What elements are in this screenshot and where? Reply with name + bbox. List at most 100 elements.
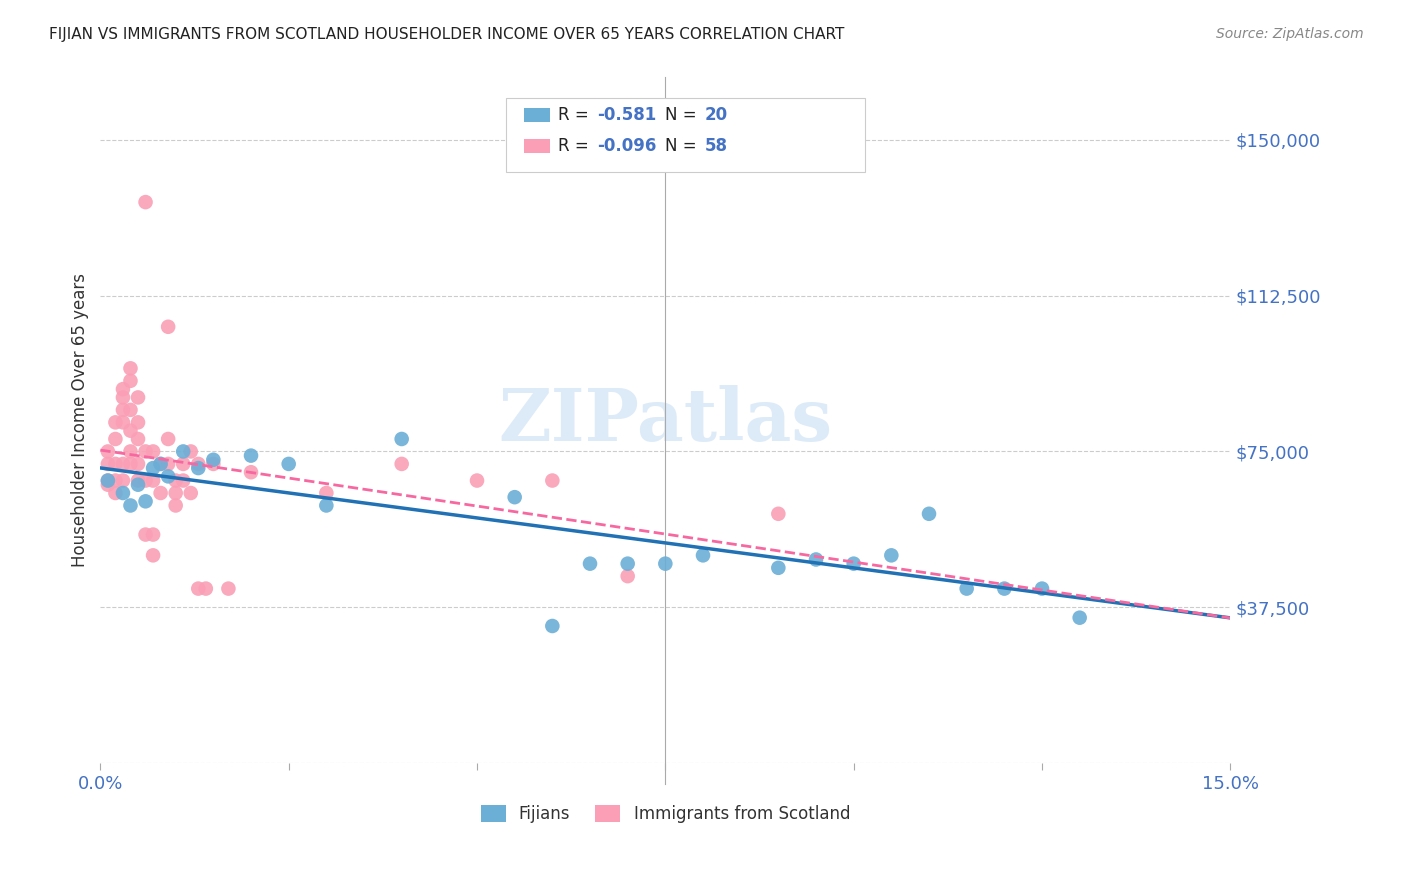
Point bbox=[142, 549, 165, 563]
Point bbox=[120, 403, 142, 417]
Point bbox=[541, 474, 564, 488]
Point bbox=[111, 457, 134, 471]
Point bbox=[579, 557, 602, 571]
Point bbox=[616, 569, 638, 583]
Point bbox=[187, 461, 209, 475]
Point bbox=[97, 457, 120, 471]
Point bbox=[315, 499, 337, 513]
Point bbox=[135, 195, 157, 210]
Point bbox=[142, 461, 165, 475]
Point bbox=[127, 457, 149, 471]
Text: 20: 20 bbox=[704, 106, 727, 124]
Point bbox=[157, 469, 180, 483]
Text: -0.581: -0.581 bbox=[598, 106, 657, 124]
Point bbox=[993, 582, 1015, 596]
Point bbox=[149, 457, 172, 471]
Point bbox=[391, 432, 413, 446]
Point bbox=[127, 416, 149, 430]
Text: FIJIAN VS IMMIGRANTS FROM SCOTLAND HOUSEHOLDER INCOME OVER 65 YEARS CORRELATION : FIJIAN VS IMMIGRANTS FROM SCOTLAND HOUSE… bbox=[49, 27, 845, 42]
Point bbox=[654, 557, 676, 571]
Point bbox=[187, 582, 209, 596]
Point bbox=[180, 444, 202, 458]
Point bbox=[135, 527, 157, 541]
Point bbox=[202, 452, 225, 467]
Point bbox=[135, 444, 157, 458]
Point bbox=[127, 474, 149, 488]
Point bbox=[104, 416, 127, 430]
Text: Source: ZipAtlas.com: Source: ZipAtlas.com bbox=[1216, 27, 1364, 41]
Point bbox=[127, 432, 149, 446]
Point bbox=[97, 474, 120, 488]
Point bbox=[120, 374, 142, 388]
Point bbox=[277, 457, 299, 471]
Text: R =: R = bbox=[558, 106, 595, 124]
Point bbox=[104, 432, 127, 446]
Text: N =: N = bbox=[665, 106, 702, 124]
Point bbox=[111, 474, 134, 488]
Point bbox=[768, 561, 790, 575]
Point bbox=[804, 552, 827, 566]
Point bbox=[187, 457, 209, 471]
Point bbox=[111, 416, 134, 430]
Point bbox=[172, 457, 194, 471]
Point bbox=[217, 582, 239, 596]
Point bbox=[111, 403, 134, 417]
Point bbox=[111, 486, 134, 500]
Point bbox=[135, 474, 157, 488]
Point bbox=[956, 582, 979, 596]
Point bbox=[1031, 582, 1053, 596]
Point bbox=[127, 477, 149, 491]
Text: 58: 58 bbox=[704, 137, 727, 155]
Point bbox=[111, 382, 134, 396]
Point bbox=[135, 494, 157, 508]
Point bbox=[768, 507, 790, 521]
Point bbox=[165, 474, 187, 488]
Point bbox=[120, 361, 142, 376]
Point bbox=[465, 474, 488, 488]
Point bbox=[315, 486, 337, 500]
Text: R =: R = bbox=[558, 137, 595, 155]
Point bbox=[202, 457, 225, 471]
Point bbox=[157, 319, 180, 334]
Point bbox=[172, 444, 194, 458]
Point bbox=[97, 474, 120, 488]
Point bbox=[180, 486, 202, 500]
Point bbox=[1069, 610, 1091, 624]
Point bbox=[842, 557, 865, 571]
Point bbox=[172, 474, 194, 488]
Point bbox=[240, 449, 263, 463]
Point bbox=[120, 499, 142, 513]
Point bbox=[97, 477, 120, 491]
Point bbox=[157, 457, 180, 471]
Legend: Fijians, Immigrants from Scotland: Fijians, Immigrants from Scotland bbox=[481, 805, 851, 823]
Point bbox=[616, 557, 638, 571]
Point bbox=[104, 474, 127, 488]
Text: -0.096: -0.096 bbox=[598, 137, 657, 155]
Point bbox=[503, 490, 526, 504]
Point bbox=[240, 465, 263, 479]
Point bbox=[149, 486, 172, 500]
Point bbox=[692, 549, 714, 563]
Point bbox=[194, 582, 217, 596]
Text: ZIPatlas: ZIPatlas bbox=[498, 384, 832, 456]
Point bbox=[149, 457, 172, 471]
Point bbox=[880, 549, 903, 563]
Point bbox=[165, 499, 187, 513]
Point bbox=[391, 457, 413, 471]
Point bbox=[918, 507, 941, 521]
Point bbox=[142, 527, 165, 541]
Point bbox=[120, 457, 142, 471]
Point bbox=[104, 486, 127, 500]
Point bbox=[142, 474, 165, 488]
Point bbox=[157, 432, 180, 446]
Point bbox=[120, 424, 142, 438]
Point bbox=[127, 391, 149, 405]
Point bbox=[142, 444, 165, 458]
Point bbox=[111, 391, 134, 405]
Point bbox=[97, 444, 120, 458]
Point bbox=[541, 619, 564, 633]
Text: N =: N = bbox=[665, 137, 702, 155]
Point bbox=[120, 444, 142, 458]
Point bbox=[165, 486, 187, 500]
Point bbox=[104, 457, 127, 471]
